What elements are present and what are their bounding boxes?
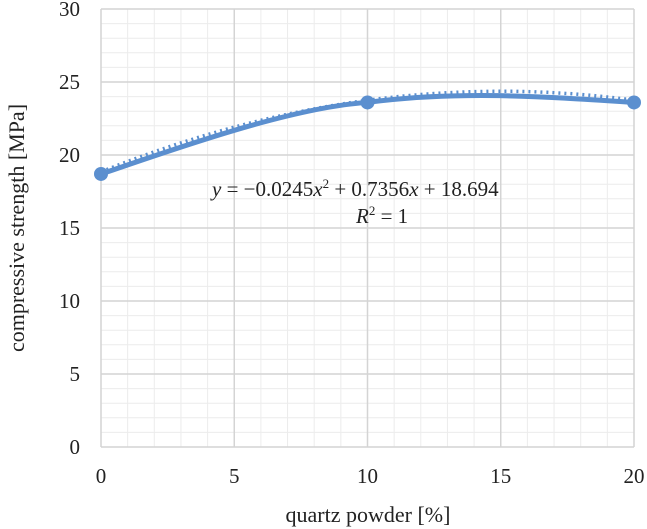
y-tick-label: 30: [59, 0, 80, 21]
x-tick-label: 20: [624, 464, 645, 488]
trendline-equation: y = −0.0245x2 + 0.7356x + 18.694: [210, 176, 499, 201]
major-gridlines: [100, 8, 635, 448]
y-tick-label: 20: [59, 143, 80, 167]
x-tick-label: 15: [490, 464, 511, 488]
data-point-marker: [94, 166, 108, 181]
data-point-marker: [627, 95, 641, 110]
data-markers: [94, 95, 641, 181]
y-tick-label: 0: [70, 435, 81, 459]
x-tick-label: 0: [96, 464, 107, 488]
y-tick-label: 10: [59, 289, 80, 313]
y-tick-label: 15: [59, 216, 80, 240]
x-tick-label: 5: [229, 464, 240, 488]
data-point-marker: [360, 95, 375, 110]
x-axis-label: quartz powder [%]: [286, 502, 451, 527]
y-tick-label: 25: [59, 70, 80, 94]
y-tick-label: 5: [70, 362, 81, 386]
y-axis-ticks: 0 5 10 15 20 25 30: [59, 0, 80, 459]
x-axis-ticks: 0 5 10 15 20: [96, 464, 645, 488]
y-axis-label: compressive strength [MPa]: [4, 104, 29, 352]
r-squared-label: R2 = 1: [355, 203, 408, 228]
x-tick-label: 10: [357, 464, 378, 488]
